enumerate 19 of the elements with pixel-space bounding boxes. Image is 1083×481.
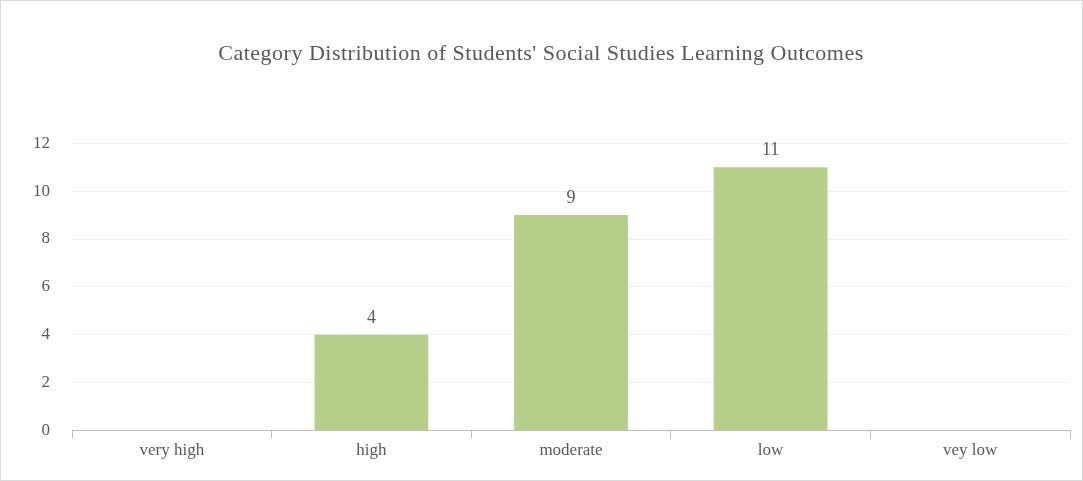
bar xyxy=(314,334,429,431)
y-tick-label: 8 xyxy=(41,228,50,248)
y-tick-label: 0 xyxy=(41,420,50,440)
x-tick-label: low xyxy=(757,440,785,460)
data-label: 4 xyxy=(366,306,376,327)
x-tick-label: high xyxy=(356,440,388,460)
y-tick-label: 10 xyxy=(33,180,50,200)
x-tick-label: very high xyxy=(139,440,205,460)
data-label: 9 xyxy=(566,186,576,207)
y-tick-label: 12 xyxy=(33,132,50,152)
y-tick-label: 4 xyxy=(41,324,51,344)
chart-title: Category Distribution of Students' Social Studies Learning Outcomes xyxy=(217,39,865,67)
x-tick-label: moderate xyxy=(539,440,603,460)
data-label: 11 xyxy=(761,138,780,159)
x-tick-label: vey low xyxy=(943,440,999,460)
bar xyxy=(514,215,628,431)
y-tick-label: 6 xyxy=(41,276,50,296)
y-tick-label: 2 xyxy=(41,372,50,392)
bar xyxy=(713,167,828,431)
